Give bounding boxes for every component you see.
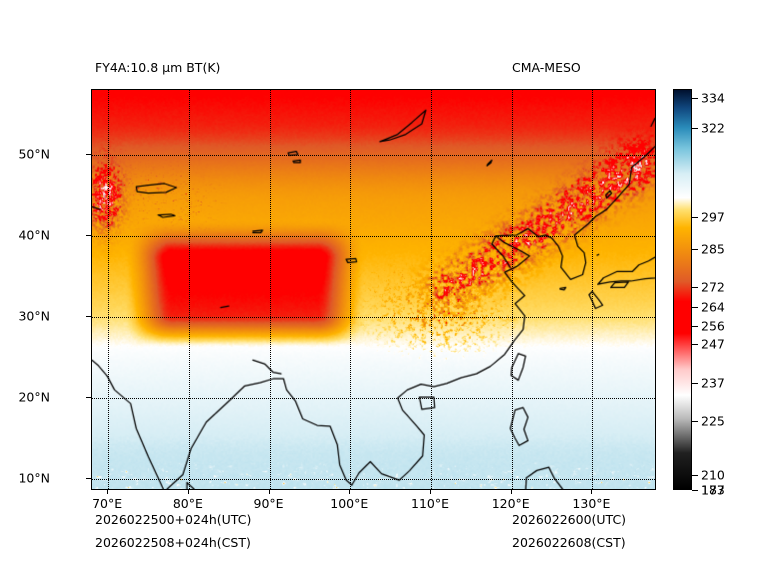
gridline-lon-80: [188, 90, 190, 489]
y-tick-50: [86, 153, 91, 155]
colorbar-label-247: 247: [701, 336, 725, 352]
colorbar-tick-237: [692, 382, 698, 384]
y-tick-20: [86, 396, 91, 398]
gridline-lat-20: [92, 397, 655, 399]
x-tick-label-80: 80°E: [172, 496, 203, 511]
x-tick-label-70: 70°E: [92, 496, 123, 511]
x-tick-80: [187, 490, 189, 494]
x-tick-label-110: 110°E: [410, 496, 450, 511]
y-tick-40: [86, 234, 91, 236]
gridline-lon-90: [269, 90, 271, 489]
colorbar-label-264: 264: [701, 299, 725, 315]
x-tick-70: [107, 490, 109, 494]
colorbar-label-210: 210: [701, 467, 725, 483]
x-tick-label-120: 120°E: [491, 496, 530, 511]
y-tick-label-30: 30°N: [18, 308, 50, 324]
x-tick-label-100: 100°E: [330, 496, 369, 511]
colorbar-label-237: 237: [701, 375, 725, 391]
gridline-lon-120: [511, 90, 513, 489]
plot-title-left: FY4A:10.8 μm BT(K): [95, 60, 221, 75]
y-tick-label-10: 10°N: [18, 470, 50, 486]
x-tick-130: [591, 490, 593, 494]
gridline-lon-110: [431, 90, 432, 489]
x-tick-100: [349, 490, 351, 494]
footer-valid-time-cst: 2026022608(CST): [512, 535, 626, 550]
colorbar-label-285: 285: [701, 241, 725, 257]
footer-init-time-cst: 2026022508+024h(CST): [95, 535, 251, 550]
gridline-lon-70: [108, 90, 110, 489]
y-tick-label-20: 20°N: [18, 389, 50, 405]
colorbar-label-297: 297: [701, 209, 725, 225]
gridline-lon-130: [592, 90, 594, 489]
y-tick-label-50: 50°N: [18, 146, 50, 162]
x-tick-label-130: 130°E: [572, 496, 611, 511]
colorbar-tick-334: [692, 97, 698, 99]
colorbar-label-256: 256: [701, 318, 725, 334]
y-tick-label-40: 40°N: [18, 227, 50, 243]
gridline-lat-40: [92, 235, 655, 237]
colorbar-tick-210: [692, 474, 698, 476]
colorbar-tick-247: [692, 344, 698, 346]
y-tick-30: [86, 315, 91, 317]
colorbar-label-322: 322: [701, 120, 725, 136]
gridline-lat-30: [92, 316, 655, 318]
colorbar-label-272: 272: [701, 279, 725, 295]
satellite-image-canvas: [92, 90, 655, 489]
footer-init-time-utc: 2026022500+024h(UTC): [95, 512, 252, 527]
colorbar-label-334: 334: [701, 90, 725, 106]
colorbar-label-187: 187: [701, 482, 725, 498]
x-tick-label-90: 90°E: [253, 496, 284, 511]
colorbar-gradient: [674, 90, 691, 489]
colorbar-tick-322: [692, 127, 698, 129]
colorbar-tick-285: [692, 249, 698, 251]
colorbar-tick-297: [692, 216, 698, 218]
colorbar-tick-225: [692, 421, 698, 423]
colorbar-label-173: 173: [701, 482, 725, 498]
plot-title-right: CMA-MESO: [512, 60, 581, 75]
colorbar-label-225: 225: [701, 413, 725, 429]
colorbar-tick-173: [692, 490, 698, 491]
footer-valid-time-utc: 2026022600(UTC): [512, 512, 627, 527]
x-tick-120: [510, 490, 512, 494]
gridline-lat-50: [92, 154, 655, 156]
y-tick-10: [86, 477, 91, 479]
x-tick-90: [268, 490, 270, 494]
satellite-brightness-temperature-map: [91, 89, 656, 490]
x-tick-110: [430, 490, 431, 494]
colorbar-tick-256: [692, 325, 698, 327]
gridline-lat-10: [92, 478, 655, 480]
colorbar: [673, 89, 692, 490]
colorbar-tick-264: [692, 306, 698, 308]
colorbar-tick-272: [692, 287, 698, 289]
gridline-lon-100: [350, 90, 352, 489]
